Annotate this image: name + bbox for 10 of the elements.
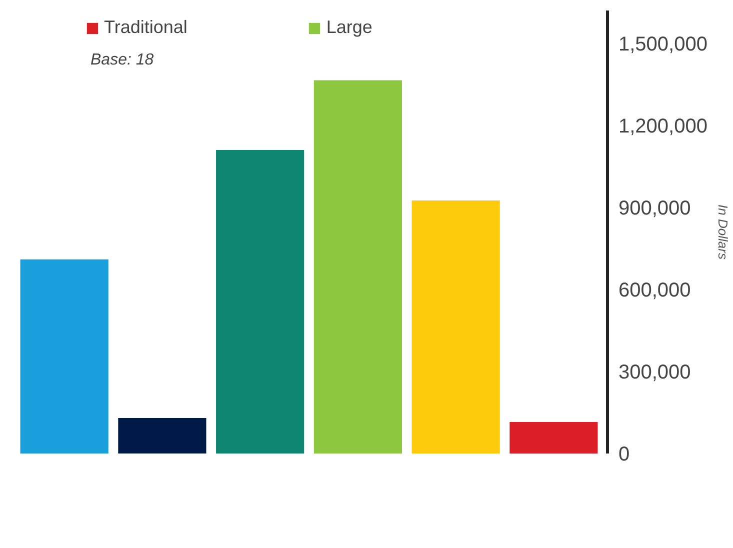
y-tick-label: 1,200,000 bbox=[618, 115, 708, 138]
y-tick-label: 0 bbox=[618, 444, 630, 466]
y-tick-label: 300,000 bbox=[618, 361, 691, 384]
legend-label: Large bbox=[326, 17, 372, 38]
y-tick-label: 600,000 bbox=[618, 279, 691, 302]
y-tick-label: 1,500,000 bbox=[618, 33, 708, 56]
y-tick-label: 900,000 bbox=[618, 197, 691, 220]
annotation: Base: 18 bbox=[90, 52, 154, 68]
y-axis-title: In Dollars bbox=[715, 204, 730, 260]
legend-label: Traditional bbox=[104, 17, 188, 38]
